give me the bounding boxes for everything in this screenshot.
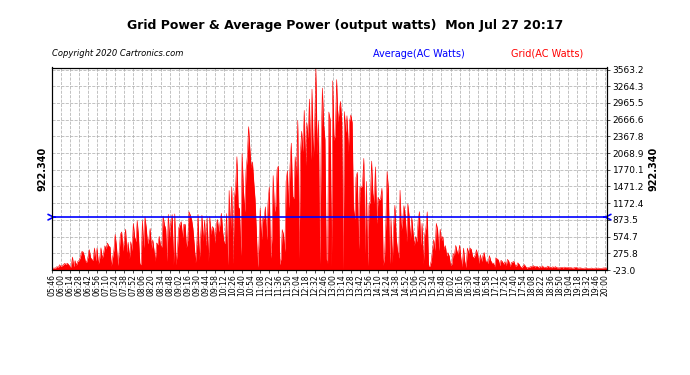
Text: Average(AC Watts): Average(AC Watts) [373,49,464,59]
Text: Copyright 2020 Cartronics.com: Copyright 2020 Cartronics.com [52,49,183,58]
Y-axis label: 922.340: 922.340 [649,147,658,191]
Text: Grid(AC Watts): Grid(AC Watts) [511,49,583,59]
Y-axis label: 922.340: 922.340 [37,147,48,191]
Text: Grid Power & Average Power (output watts)  Mon Jul 27 20:17: Grid Power & Average Power (output watts… [127,19,563,32]
